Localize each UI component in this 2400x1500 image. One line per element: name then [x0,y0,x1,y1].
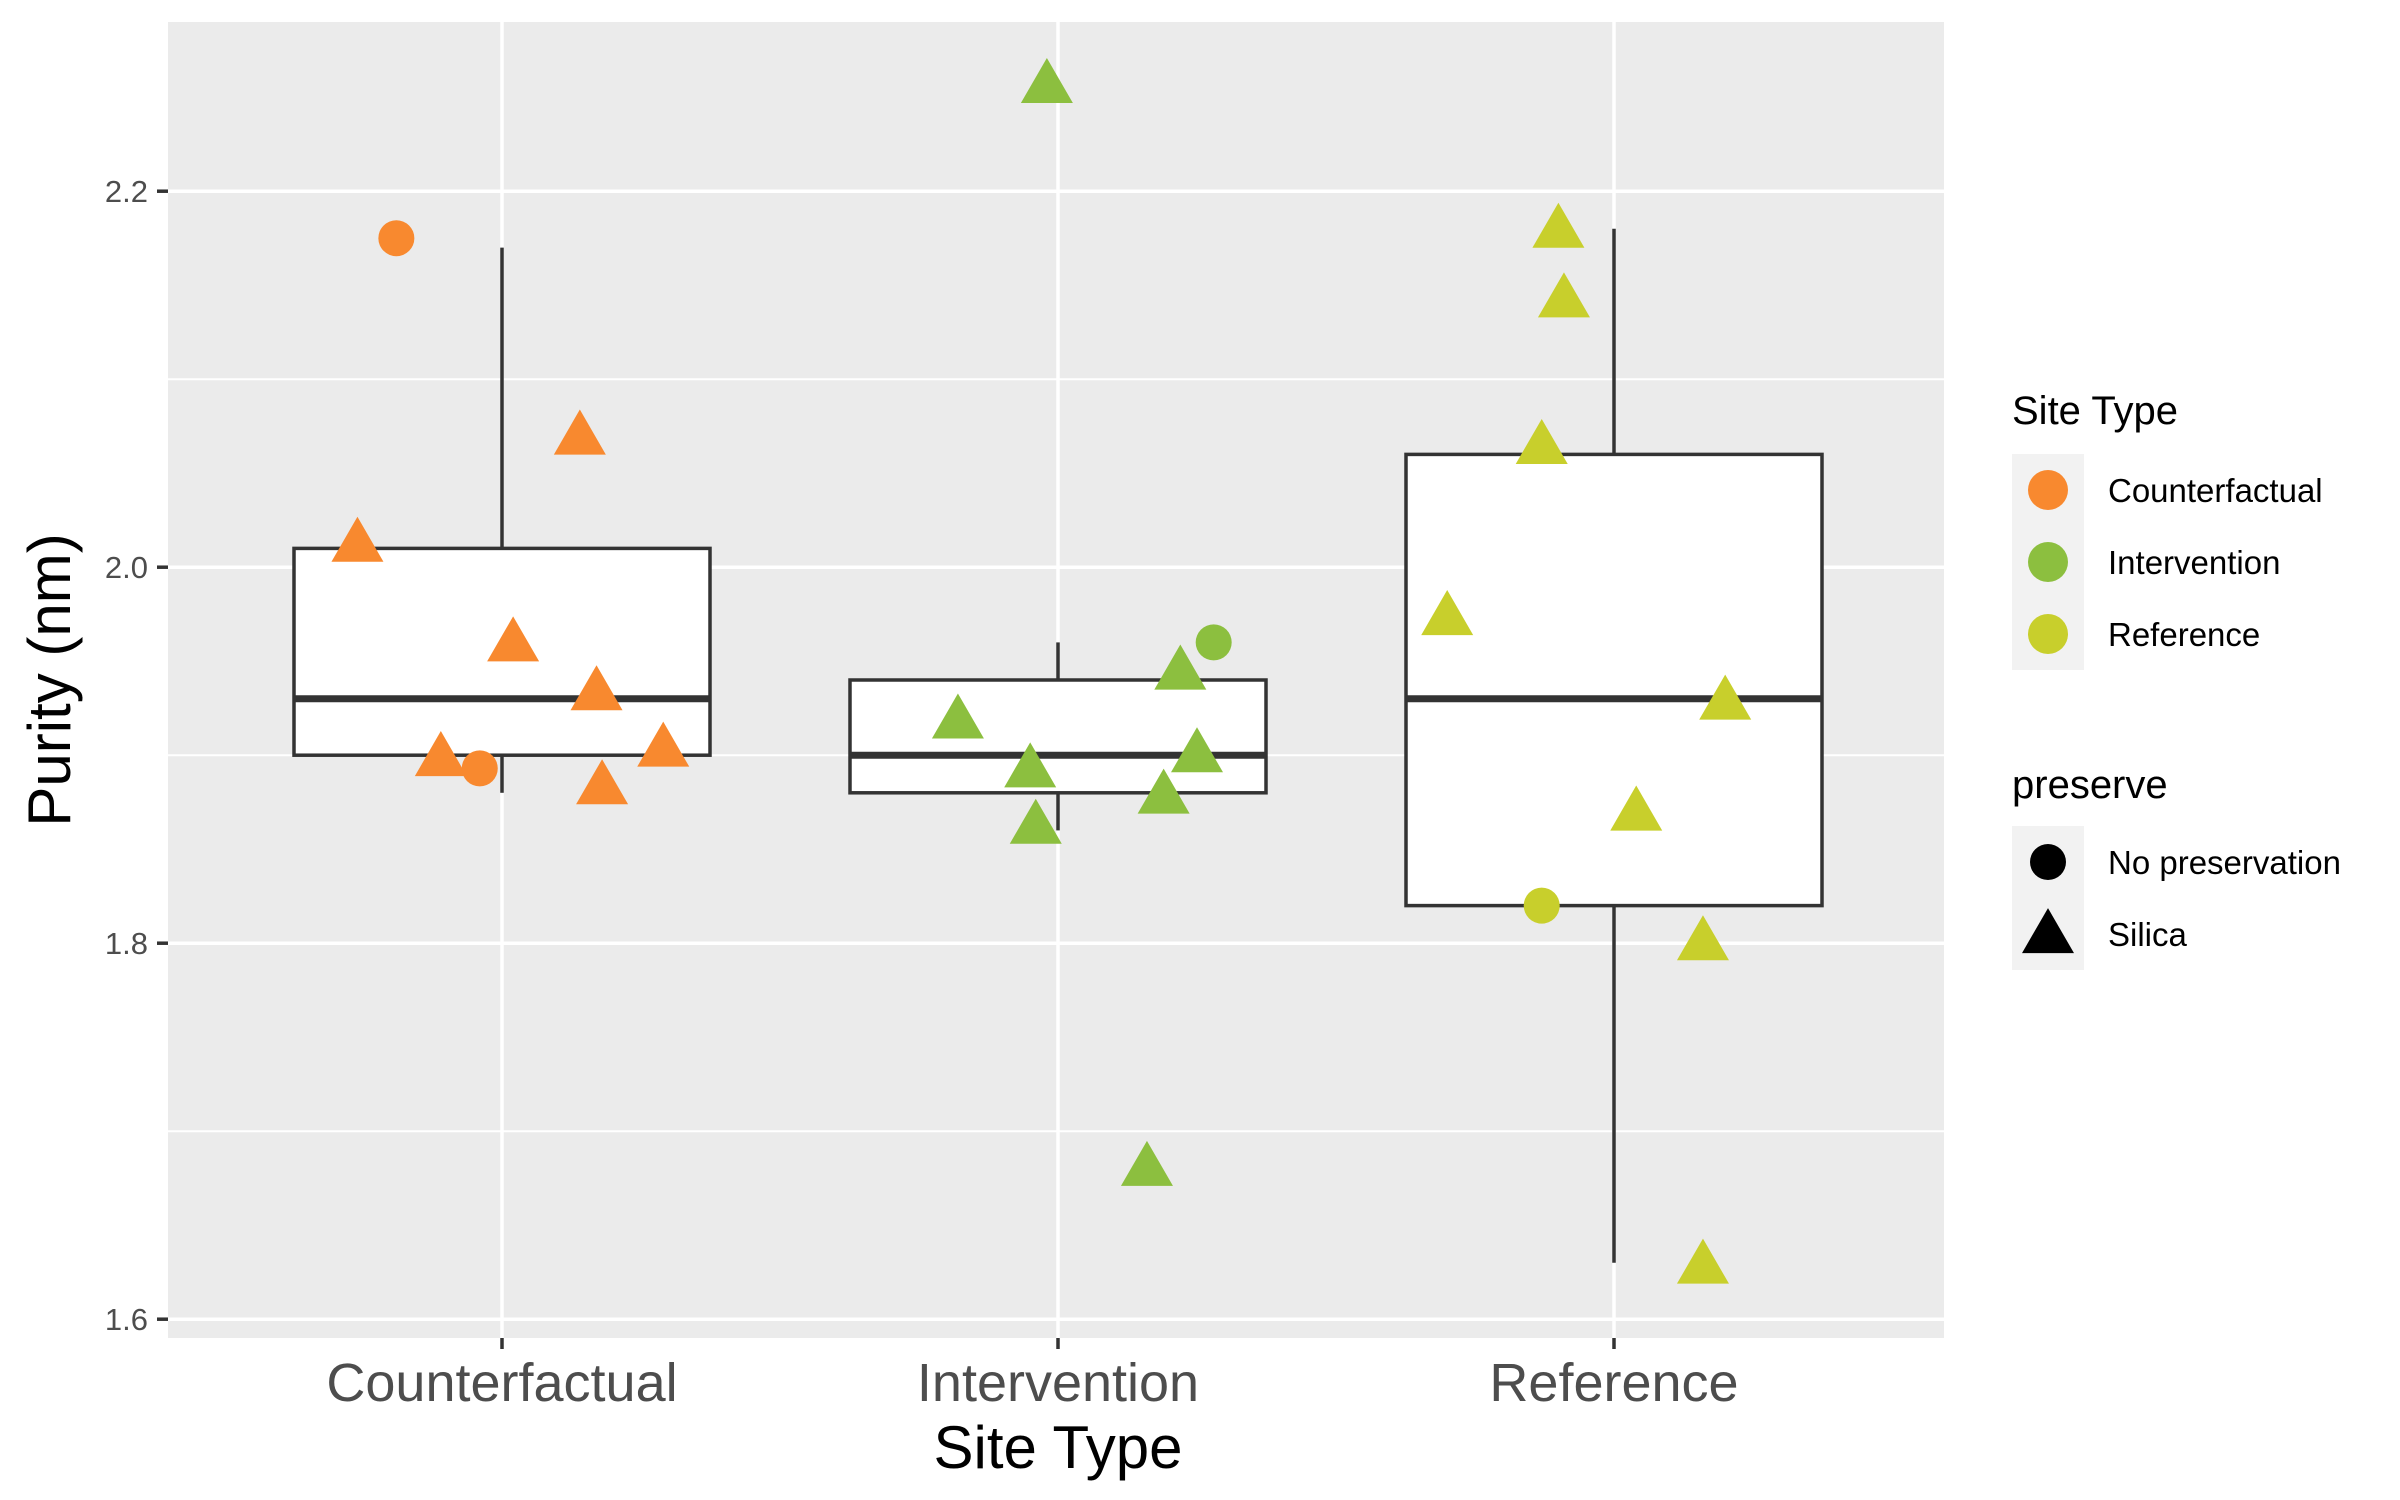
y-tick-label: 2.0 [105,550,148,585]
data-point-triangle [1171,727,1223,773]
data-point-triangle [1020,58,1073,104]
data-point-triangle [1676,915,1729,961]
legend-color-swatch [2028,614,2068,654]
data-point-triangle [1004,742,1057,788]
legend-shape-triangle [2022,908,2074,954]
data-point-triangle [1154,644,1207,690]
data-point-triangle [553,409,606,455]
data-point-triangle [414,731,467,777]
legend-color-title: Site Type [2012,389,2178,433]
data-point-triangle [1699,674,1752,720]
y-tick-label: 1.8 [105,926,148,961]
data-point-triangle [1532,202,1585,248]
data-point-triangle [1676,1238,1729,1284]
legend-shape-circle [2030,844,2066,880]
y-tick-label: 2.2 [105,174,148,209]
data-point-triangle [576,759,629,805]
legend-color-swatch [2028,542,2068,582]
legend-color-label: Intervention [2108,544,2280,581]
data-point-triangle [931,693,984,739]
data-point-triangle [1120,1140,1173,1186]
x-tick-label: Intervention [917,1353,1199,1413]
data-point-triangle [487,616,540,662]
data-point-circle [1195,624,1232,661]
data-point-triangle [331,516,384,562]
legend-shape-title: preserve [2012,763,2168,807]
box-body [848,678,1268,795]
legend-shape-label: No preservation [2108,844,2341,881]
y-tick-label: 1.6 [105,1302,148,1337]
legend-color-label: Counterfactual [2108,472,2323,509]
data-points [331,58,1752,1284]
box-body [1404,452,1824,908]
data-point-triangle [570,665,623,711]
legend: Site Type preserve Counterfactual Interve… [2012,389,2341,970]
data-point-triangle [1137,768,1190,814]
y-axis-title: Purity (nm) [16,533,83,826]
data-point-triangle [637,721,690,767]
data-point-circle [1523,887,1560,924]
x-axis-title: Site Type [933,1414,1182,1481]
legend-color-label: Reference [2108,616,2260,653]
legend-color-swatch [2028,470,2068,510]
data-point-triangle [1421,590,1474,636]
data-point-triangle [1537,272,1590,318]
axes: 1.6 1.8 2.0 2.2 Counterfactual Intervention Re… [105,174,1739,1413]
data-point-triangle [1610,785,1663,831]
legend-shape-label: Silica [2108,916,2188,953]
data-point-triangle [1515,418,1568,464]
data-point-circle [461,750,498,787]
x-tick-label: Reference [1489,1353,1738,1413]
x-tick-label: Counterfactual [326,1353,677,1413]
data-point-circle [378,220,415,257]
data-point-triangle [1009,798,1062,844]
